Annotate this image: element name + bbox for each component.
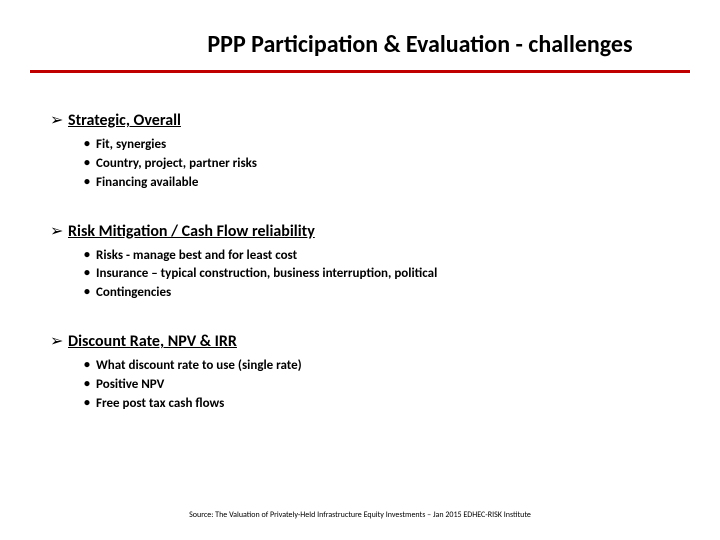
list-item: What discount rate to use (single rate) (84, 357, 670, 376)
section-risk-mitigation: ➢ Risk Mitigation / Cash Flow reliabilit… (50, 221, 670, 304)
title-rule (30, 70, 690, 73)
source-footer: Source: The Valuation of Privately-Held … (0, 510, 720, 520)
section-heading: Risk Mitigation / Cash Flow reliability (68, 222, 315, 241)
chevron-right-icon: ➢ (50, 331, 68, 351)
bullet-list: Risks - manage best and for least cost I… (84, 247, 670, 304)
list-item: Positive NPV (84, 376, 670, 395)
chevron-right-icon: ➢ (50, 221, 68, 241)
list-item: Financing available (84, 174, 670, 193)
list-item: Free post tax cash flows (84, 395, 670, 414)
bullet-list: What discount rate to use (single rate) … (84, 357, 670, 414)
list-item: Fit, synergies (84, 136, 670, 155)
list-item: Risks - manage best and for least cost (84, 247, 670, 266)
section-head: ➢ Risk Mitigation / Cash Flow reliabilit… (50, 221, 670, 241)
section-heading: Discount Rate, NPV & IRR (68, 332, 237, 351)
list-item: Country, project, partner risks (84, 155, 670, 174)
section-heading: Strategic, Overall (68, 111, 181, 130)
content-area: ➢ Strategic, Overall Fit, synergies Coun… (50, 110, 670, 442)
chevron-right-icon: ➢ (50, 110, 68, 130)
section-head: ➢ Discount Rate, NPV & IRR (50, 331, 670, 351)
section-discount-rate: ➢ Discount Rate, NPV & IRR What discount… (50, 331, 670, 414)
slide: PPP Participation & Evaluation - challen… (0, 0, 720, 540)
section-strategic: ➢ Strategic, Overall Fit, synergies Coun… (50, 110, 670, 193)
list-item: Insurance – typical construction, busine… (84, 265, 670, 284)
bullet-list: Fit, synergies Country, project, partner… (84, 136, 670, 193)
section-head: ➢ Strategic, Overall (50, 110, 670, 130)
slide-title: PPP Participation & Evaluation - challen… (0, 30, 720, 59)
list-item: Contingencies (84, 284, 670, 303)
